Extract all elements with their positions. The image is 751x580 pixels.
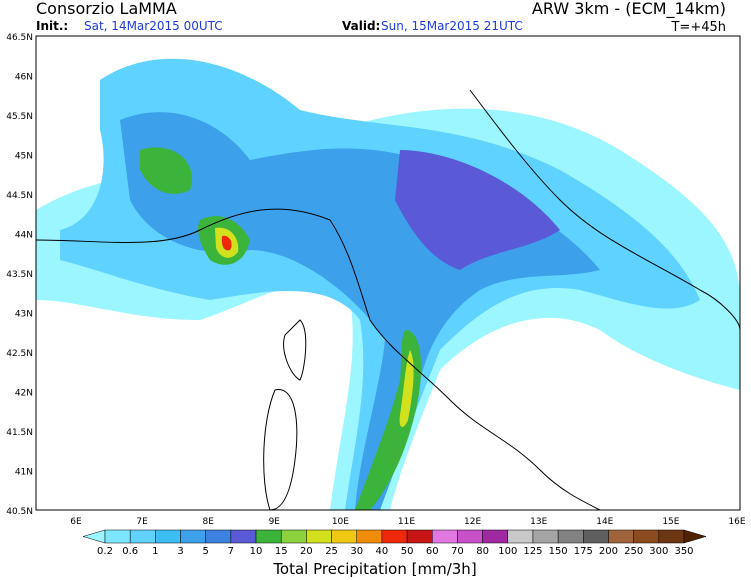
lon-label: 11E (398, 517, 415, 527)
colorbar-end (683, 529, 707, 544)
lon-label: 10E (332, 517, 349, 527)
colorbar-label: 30 (350, 546, 363, 557)
precip-field (36, 58, 740, 510)
colorbar-box (583, 529, 609, 544)
colorbar-box (406, 529, 433, 544)
colorbar-label: 5 (203, 546, 209, 557)
colorbar-box (658, 529, 685, 544)
colorbar-label: 20 (300, 546, 313, 557)
lon-label: 15E (662, 517, 679, 527)
coastline (36, 208, 601, 510)
lat-label: 40.5N (6, 507, 33, 517)
colorbar: 0.2 0.6 1 3 5 7 10 15 20 25 30 40 50 60 70 80 100 125 150 1… (82, 529, 707, 557)
left-title: Consorzio LaMMA (36, 0, 177, 18)
colorbar-box (331, 529, 357, 544)
init-value: Sat, 14Mar2015 00UTC (84, 19, 223, 33)
lat-label: 46.5N (6, 33, 33, 43)
colorbar-box (532, 529, 559, 544)
valid-label: Valid: (342, 19, 380, 33)
colorbar-box (633, 529, 660, 544)
lat-label: 45N (15, 152, 33, 162)
colorbar-box (230, 529, 257, 544)
legend-title: Total Precipitation [mm/3h] (272, 560, 476, 578)
colorbar-label: 175 (574, 546, 593, 557)
colorbar-box (482, 529, 509, 544)
colorbar-label: 25 (325, 546, 338, 557)
lon-label: 8E (202, 517, 214, 527)
map (35, 35, 741, 511)
colorbar-box (306, 529, 332, 544)
colorbar-label: 50 (401, 546, 414, 557)
lon-label: 16E (728, 517, 745, 527)
colorbar-label: 100 (498, 546, 517, 557)
coastlines (36, 89, 740, 510)
coastline (469, 89, 740, 331)
init-label: Init.: (36, 19, 68, 33)
colorbar-box (507, 529, 534, 544)
lat-label: 42N (15, 389, 33, 399)
colorbar-box (432, 529, 458, 544)
lat-labels: 46.5N 46N 45.5N 45N 44.5N 44N 43.5N 43N 42.5N 42N… (6, 33, 33, 517)
colorbar-box (457, 529, 483, 544)
lon-label: 6E (70, 517, 82, 527)
colorbar-box (255, 529, 282, 544)
colorbar-box (180, 529, 206, 544)
colorbar-label: 200 (599, 546, 618, 557)
colorbar-label: 3 (177, 546, 183, 557)
colorbar-box (205, 529, 232, 544)
lat-label: 46N (15, 73, 33, 83)
colorbar-label: 250 (624, 546, 643, 557)
lon-label: 9E (269, 517, 281, 527)
colorbar-box (608, 529, 634, 544)
colorbar-label: 0.6 (122, 546, 138, 557)
colorbar-label: 1 (152, 546, 158, 557)
lat-label: 44N (15, 231, 33, 241)
lat-label: 45.5N (6, 112, 33, 122)
colorbar-label: 300 (649, 546, 668, 557)
lat-label: 41N (15, 468, 33, 478)
colorbar-box (280, 529, 307, 544)
precip-area (221, 235, 232, 251)
colorbar-label: 125 (523, 546, 542, 557)
precip-area (140, 147, 192, 194)
map-frame (35, 35, 741, 511)
colorbar-box (104, 529, 131, 544)
right-title: ARW 3km - (ECM_14km) (532, 0, 726, 19)
precip-area (399, 350, 414, 427)
colorbar-label: 70 (451, 546, 464, 557)
colorbar-box (155, 529, 181, 544)
colorbar-box (381, 529, 408, 544)
lat-label: 42.5N (6, 349, 33, 359)
lat-label: 43.5N (6, 270, 33, 280)
colorbar-label: 80 (476, 546, 489, 557)
coastline (283, 319, 307, 381)
lat-label: 41.5N (6, 428, 33, 438)
colorbar-label: 150 (549, 546, 568, 557)
precip-area (395, 150, 560, 270)
coastline (263, 389, 298, 510)
lon-label: 7E (136, 517, 148, 527)
lon-label: 13E (530, 517, 547, 527)
colorbar-label: 15 (275, 546, 288, 557)
lat-label: 44.5N (6, 191, 33, 201)
colorbar-label: 0.2 (97, 546, 113, 557)
colorbar-label: 60 (426, 546, 439, 557)
colorbar-label: 7 (228, 546, 234, 557)
lon-labels: 6E 7E 8E 9E 10E 11E 12E 13E 14E 15E 16E (70, 517, 746, 527)
colorbar-box (356, 529, 383, 544)
lon-label: 14E (596, 517, 613, 527)
colorbar-label: 40 (376, 546, 389, 557)
lat-label: 43N (15, 310, 33, 320)
lon-label: 12E (464, 517, 481, 527)
colorbar-label: 350 (674, 546, 693, 557)
precip-area (355, 330, 422, 510)
valid-value: Sun, 15Mar2015 21UTC (381, 19, 523, 33)
colorbar-box (557, 529, 584, 544)
colorbar-box (129, 529, 156, 544)
lead-time: T=+45h (670, 20, 726, 35)
colorbar-label: 10 (250, 546, 263, 557)
